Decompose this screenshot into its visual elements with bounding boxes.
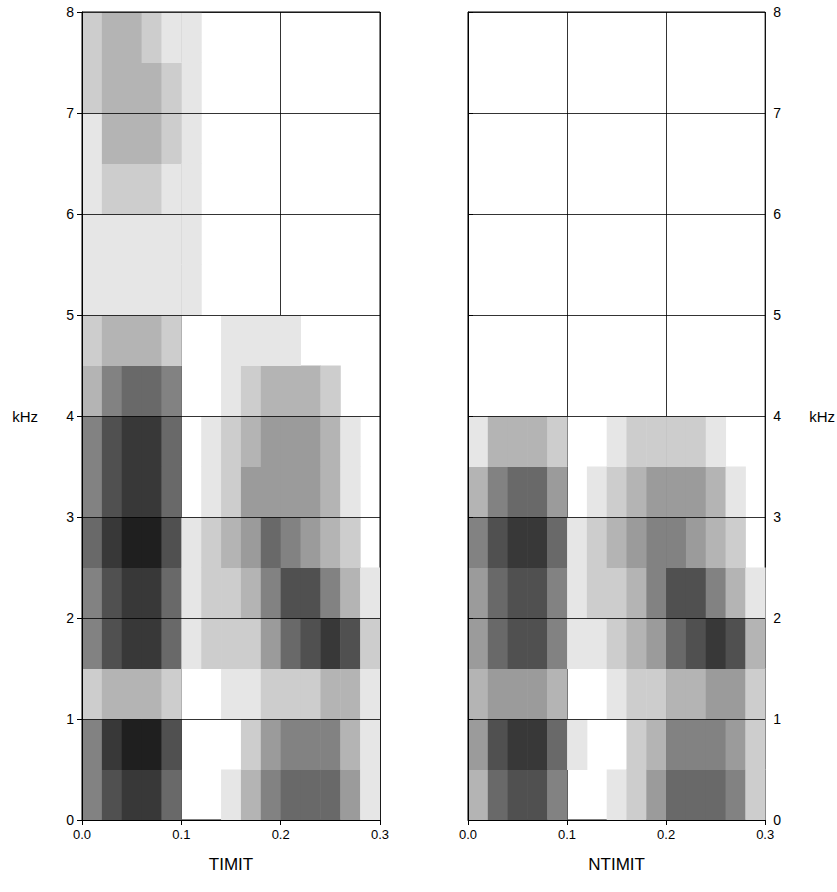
- svg-text:4: 4: [773, 408, 781, 424]
- svg-text:5: 5: [773, 307, 781, 323]
- svg-text:1: 1: [66, 711, 74, 727]
- svg-text:2: 2: [773, 610, 781, 626]
- svg-text:4: 4: [66, 408, 74, 424]
- svg-text:6: 6: [66, 206, 74, 222]
- svg-text:7: 7: [773, 105, 781, 121]
- svg-text:0: 0: [773, 812, 781, 828]
- svg-text:0.3: 0.3: [756, 827, 774, 842]
- svg-text:0.0: 0.0: [73, 827, 91, 842]
- svg-text:2: 2: [66, 610, 74, 626]
- svg-text:kHz: kHz: [809, 408, 835, 425]
- svg-text:0.2: 0.2: [657, 827, 675, 842]
- svg-text:0: 0: [66, 812, 74, 828]
- svg-text:0.2: 0.2: [272, 827, 290, 842]
- svg-text:3: 3: [66, 509, 74, 525]
- svg-text:0.1: 0.1: [558, 827, 576, 842]
- svg-text:0.0: 0.0: [459, 827, 477, 842]
- svg-text:3: 3: [773, 509, 781, 525]
- svg-text:TIMIT: TIMIT: [209, 855, 253, 874]
- svg-text:8: 8: [66, 4, 74, 20]
- svg-text:kHz: kHz: [12, 408, 38, 425]
- svg-text:6: 6: [773, 206, 781, 222]
- svg-text:8: 8: [773, 4, 781, 20]
- svg-text:NTIMIT: NTIMIT: [588, 855, 645, 874]
- svg-text:1: 1: [773, 711, 781, 727]
- svg-text:7: 7: [66, 105, 74, 121]
- svg-text:0.1: 0.1: [172, 827, 190, 842]
- svg-text:5: 5: [66, 307, 74, 323]
- svg-text:0.3: 0.3: [371, 827, 389, 842]
